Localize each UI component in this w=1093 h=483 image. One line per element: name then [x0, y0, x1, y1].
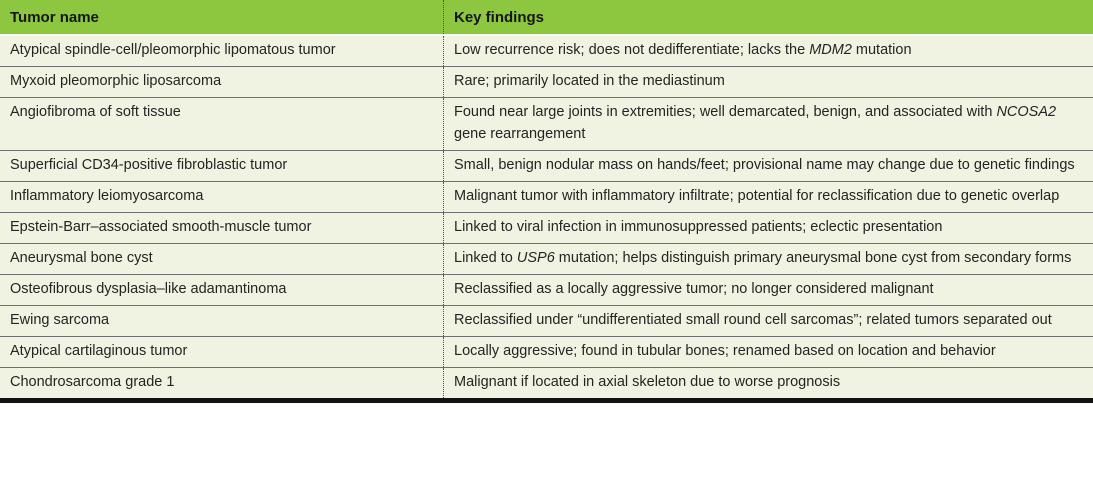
- table-header: Tumor name Key findings: [0, 0, 1093, 36]
- table-row: Atypical spindle-cell/pleomorphic lipoma…: [0, 35, 1093, 67]
- key-findings-cell: Linked to viral infection in immunosuppr…: [443, 212, 1093, 244]
- finding-text: Locally aggressive; found in tubular bon…: [454, 343, 996, 359]
- key-findings-cell: Malignant tumor with inflammatory infilt…: [443, 181, 1093, 213]
- finding-text: Reclassified as a locally aggressive tum…: [454, 281, 934, 297]
- tumor-name-cell: Atypical spindle-cell/pleomorphic lipoma…: [0, 35, 444, 67]
- gene-name-italic: NCOSA2: [996, 104, 1057, 120]
- finding-text: mutation; helps distinguish primary aneu…: [554, 250, 1072, 266]
- tumor-name-cell: Chondrosarcoma grade 1: [0, 367, 444, 398]
- table-row: Angiofibroma of soft tissue Found near la…: [0, 97, 1093, 151]
- key-findings-cell: Linked to USP6 mutation; helps distingui…: [443, 243, 1093, 275]
- key-findings-cell: Found near large joints in extremities; …: [443, 97, 1093, 151]
- tumor-findings-table: Tumor name Key findings Atypical spindle…: [0, 0, 1093, 398]
- finding-text: Malignant if located in axial skeleton d…: [454, 374, 841, 390]
- finding-text: Malignant tumor with inflammatory infilt…: [454, 188, 1060, 204]
- key-findings-cell: Rare; primarily located in the mediastin…: [443, 66, 1093, 98]
- column-header-key-findings: Key findings: [443, 0, 1093, 36]
- header-row: Tumor name Key findings: [0, 0, 1093, 36]
- finding-text: mutation: [851, 42, 912, 58]
- finding-text: Low recurrence risk; does not dedifferen…: [454, 42, 810, 58]
- gene-name-italic: MDM2: [809, 42, 852, 58]
- table-row: Atypical cartilaginous tumor Locally aggr…: [0, 336, 1093, 368]
- tumor-name-cell: Epstein-Barr–associated smooth-muscle tu…: [0, 212, 444, 244]
- table-row: Myxoid pleomorphic liposarcoma Rare; prim…: [0, 66, 1093, 98]
- tumor-name-cell: Inflammatory leiomyosarcoma: [0, 181, 444, 213]
- finding-text: Found near large joints in extremities; …: [454, 104, 997, 120]
- key-findings-cell: Reclassified as a locally aggressive tum…: [443, 274, 1093, 306]
- table-row: Superficial CD34-positive fibroblastic t…: [0, 150, 1093, 182]
- key-findings-cell: Reclassified under “undifferentiated sma…: [443, 305, 1093, 337]
- table-bottom-border: [0, 398, 1093, 403]
- tumor-name-cell: Aneurysmal bone cyst: [0, 243, 444, 275]
- table-body: Atypical spindle-cell/pleomorphic lipoma…: [0, 35, 1093, 398]
- finding-text: Reclassified under “undifferentiated sma…: [454, 312, 1052, 328]
- gene-name-italic: USP6: [516, 250, 555, 266]
- tumor-name-cell: Ewing sarcoma: [0, 305, 444, 337]
- finding-text: Linked to: [454, 250, 517, 266]
- finding-text: Rare; primarily located in the mediastin…: [454, 73, 725, 89]
- column-header-tumor-name: Tumor name: [0, 0, 444, 36]
- key-findings-cell: Low recurrence risk; does not dedifferen…: [443, 35, 1093, 67]
- table-row: Chondrosarcoma grade 1 Malignant if locat…: [0, 367, 1093, 398]
- key-findings-cell: Malignant if located in axial skeleton d…: [443, 367, 1093, 398]
- key-findings-cell: Locally aggressive; found in tubular bon…: [443, 336, 1093, 368]
- tumor-name-cell: Atypical cartilaginous tumor: [0, 336, 444, 368]
- finding-text: Small, benign nodular mass on hands/feet…: [454, 157, 1075, 173]
- finding-text: gene rearrangement: [454, 126, 586, 142]
- table-row: Aneurysmal bone cyst Linked to USP6 mutat…: [0, 243, 1093, 275]
- key-findings-cell: Small, benign nodular mass on hands/feet…: [443, 150, 1093, 182]
- finding-text: Linked to viral infection in immunosuppr…: [454, 219, 943, 235]
- table-row: Ewing sarcoma Reclassified under “undiffe…: [0, 305, 1093, 337]
- table-row: Osteofibrous dysplasia–like adamantinoma…: [0, 274, 1093, 306]
- tumor-name-cell: Osteofibrous dysplasia–like adamantinoma: [0, 274, 444, 306]
- tumor-name-cell: Angiofibroma of soft tissue: [0, 97, 444, 151]
- table-row: Inflammatory leiomyosarcoma Malignant tum…: [0, 181, 1093, 213]
- tumor-name-cell: Myxoid pleomorphic liposarcoma: [0, 66, 444, 98]
- tumor-name-cell: Superficial CD34-positive fibroblastic t…: [0, 150, 444, 182]
- table-row: Epstein-Barr–associated smooth-muscle tu…: [0, 212, 1093, 244]
